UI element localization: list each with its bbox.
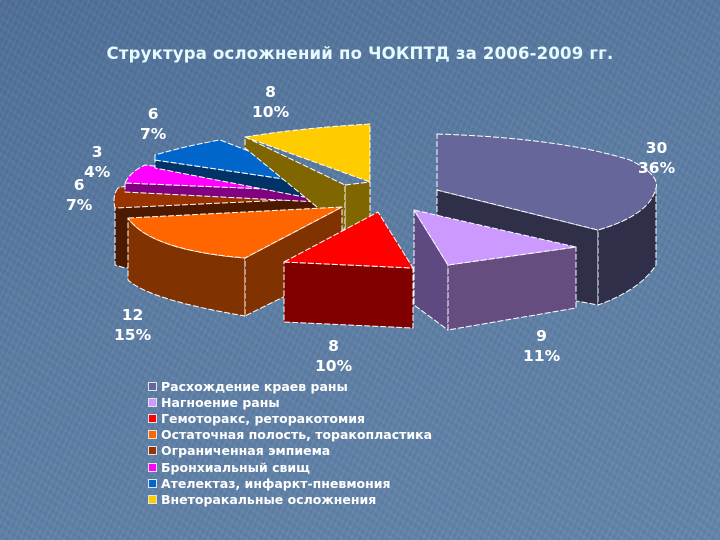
label-empyema: 6 7% <box>66 175 92 215</box>
label-percent: 4% <box>84 163 111 181</box>
label-atelectasis: 6 7% <box>140 104 166 144</box>
legend-swatch <box>148 413 157 423</box>
label-percent: 10% <box>315 357 353 375</box>
legend-item: Нагноение раны <box>148 394 432 410</box>
legend-item: Ограниченная эмпиема <box>148 443 432 459</box>
legend-item: Внеторакальные осложнения <box>148 491 432 507</box>
legend-label: Ограниченная эмпиема <box>161 443 331 459</box>
label-value: 6 <box>147 105 159 123</box>
legend-label: Бронхиальный свищ <box>161 459 310 475</box>
legend-swatch <box>148 462 157 472</box>
legend-label: Расхождение краев раны <box>161 378 348 394</box>
label-suppuration: 9 11% <box>523 326 560 366</box>
legend-item: Расхождение краев раны <box>148 378 432 394</box>
label-value: 30 <box>645 139 668 157</box>
label-percent: 7% <box>140 125 167 143</box>
label-fistula: 3 4% <box>84 142 110 182</box>
label-percent: 36% <box>638 159 676 177</box>
label-percent: 10% <box>252 103 290 121</box>
legend-label: Остаточная полость, торакопластика <box>161 427 433 443</box>
label-value: 9 <box>536 327 547 345</box>
label-percent: 7% <box>66 196 93 214</box>
legend-swatch <box>148 494 157 504</box>
legend-label: Ателектаз, инфаркт-пневмония <box>161 475 391 491</box>
label-residual-cavity: 12 15% <box>114 305 151 345</box>
legend-item: Гемоторакс, реторакотомия <box>148 410 432 426</box>
legend-label: Нагноение раны <box>161 394 280 410</box>
legend-swatch <box>148 446 157 456</box>
label-percent: 11% <box>523 347 561 365</box>
label-value: 8 <box>265 83 276 101</box>
label-extrathoracic: 8 10% <box>252 82 289 122</box>
label-value: 8 <box>328 337 339 355</box>
legend-label: Гемоторакс, реторакотомия <box>161 410 366 426</box>
legend-swatch <box>148 478 157 488</box>
chart-title: Структура осложнений по ЧОКПТД за 2006-2… <box>106 44 614 63</box>
legend-label: Внеторакальные осложнения <box>161 491 377 507</box>
label-wound-dehiscence: 30 36% <box>638 138 675 178</box>
legend-item: Ателектаз, инфаркт-пневмония <box>148 475 432 491</box>
slice-suppuration <box>413 209 577 331</box>
label-value: 3 <box>91 143 103 161</box>
label-percent: 15% <box>114 326 152 344</box>
label-value: 6 <box>73 176 85 194</box>
chart-legend: Расхождение краев раны Нагноение раны Ге… <box>148 378 432 508</box>
legend-swatch <box>148 430 157 440</box>
legend-item: Бронхиальный свищ <box>148 459 432 475</box>
legend-swatch <box>148 381 157 391</box>
legend-swatch <box>148 397 157 407</box>
slice-hemothorax <box>283 211 414 329</box>
label-value: 12 <box>121 306 144 324</box>
label-hemothorax: 8 10% <box>315 336 352 376</box>
legend-item: Остаточная полость, торакопластика <box>148 427 432 443</box>
